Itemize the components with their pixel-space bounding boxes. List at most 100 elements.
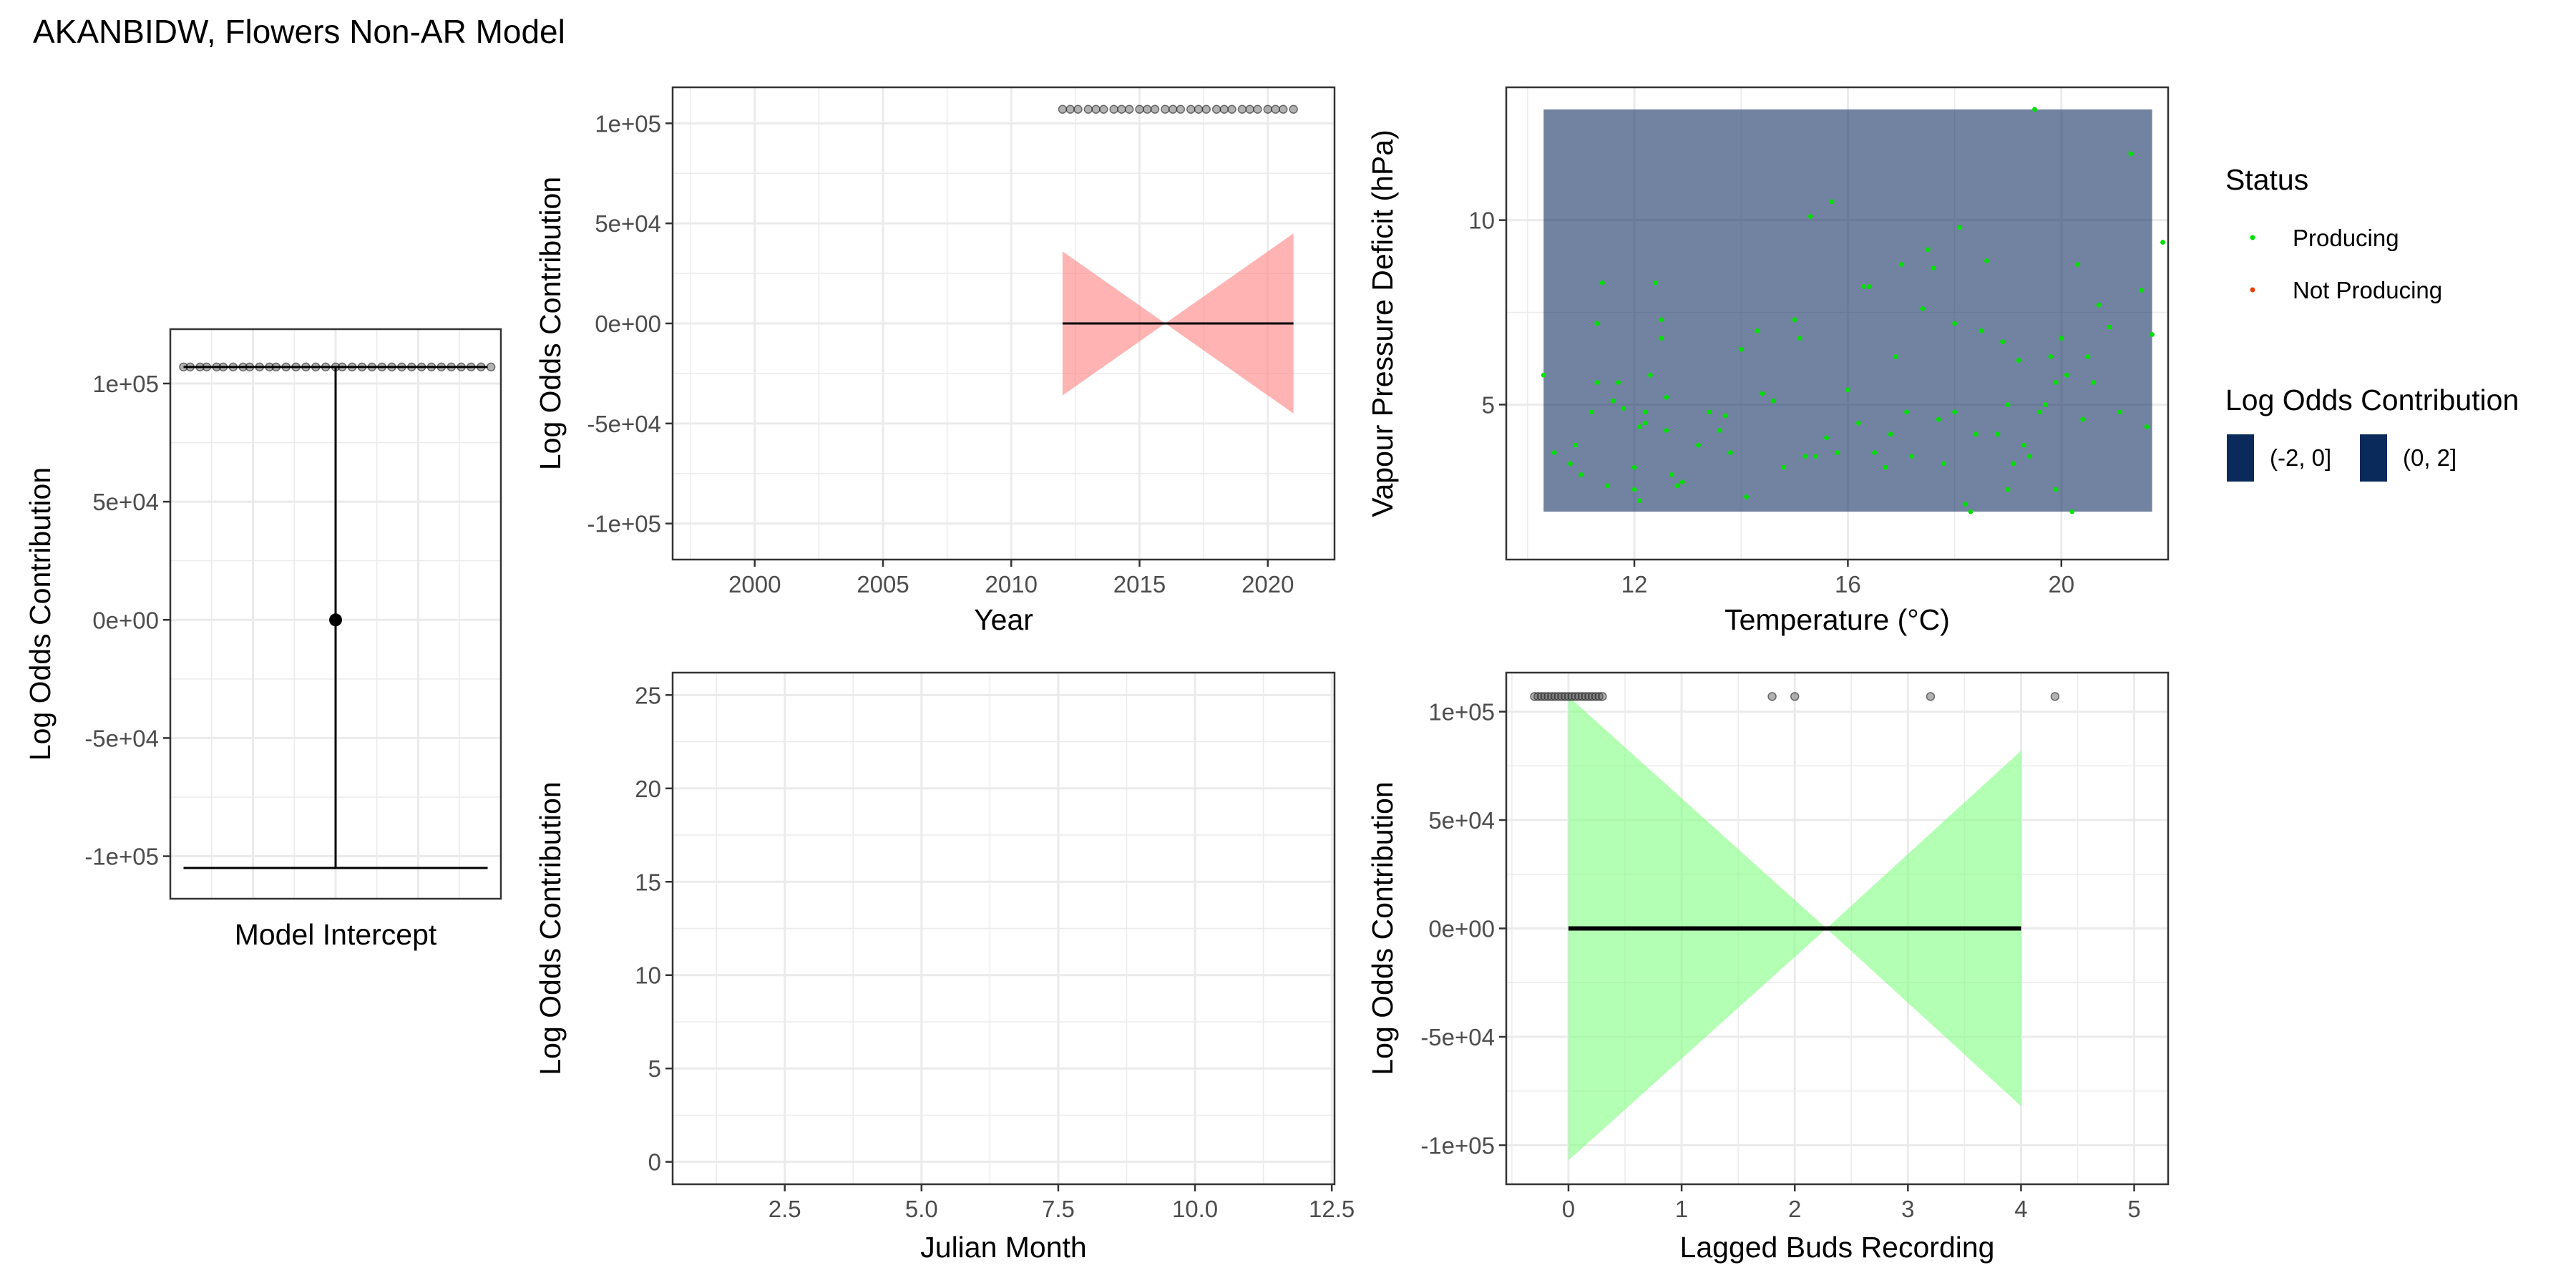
rug-point xyxy=(1161,104,1170,114)
y-tick-label: 5 xyxy=(1482,391,1495,418)
scatter-point xyxy=(1573,442,1579,448)
scatter-point xyxy=(1898,262,1904,267)
rug-point xyxy=(1219,104,1229,114)
y-tick-label: -5e+04 xyxy=(1420,1024,1495,1050)
x-tick-label: 2005 xyxy=(857,571,909,597)
rug-point xyxy=(2050,692,2060,701)
x-axis-label: Temperature (°C) xyxy=(1724,603,1950,636)
scatter-point xyxy=(1738,346,1744,352)
scatter-point xyxy=(1802,454,1808,459)
x-tick-label: 2010 xyxy=(985,571,1038,597)
scatter-point xyxy=(1855,420,1861,426)
panel-year: -1e+05 -5e+04 0e+00 5e+04 1e+05 2000 2005 2010 2… xyxy=(534,86,1336,636)
scatter-point xyxy=(1568,461,1573,467)
rug-point xyxy=(1271,104,1280,114)
scatter-point xyxy=(1760,391,1765,396)
rug-point xyxy=(1211,104,1221,114)
scatter-point xyxy=(1872,450,1878,455)
scatter-point xyxy=(2139,288,2145,293)
scatter-point xyxy=(2043,402,2048,407)
y-axis-label: Log Odds Contribution xyxy=(1366,781,1399,1075)
rug-point xyxy=(1227,104,1236,114)
y-tick-label: 0 xyxy=(648,1149,661,1176)
y-tick-label: 10 xyxy=(1468,208,1495,234)
page-title: AKANBIDW, Flowers Non-AR Model xyxy=(33,13,565,50)
y-tick-label: -1e+05 xyxy=(587,511,661,537)
scatter-point xyxy=(2091,380,2096,385)
scatter-point xyxy=(1931,265,1936,271)
scatter-point xyxy=(1952,321,1958,326)
x-tick-label: 5 xyxy=(2127,1196,2140,1222)
rug-point xyxy=(1253,104,1262,114)
scatter-point xyxy=(1653,280,1659,286)
scatter-point xyxy=(1755,328,1760,333)
panel-intercept: -1e+05 -5e+04 0e+00 5e+04 1e+05 Model Interce… xyxy=(24,328,502,951)
y-tick-label: 1e+05 xyxy=(1428,699,1495,726)
x-tick-label: 5.0 xyxy=(905,1196,938,1222)
scatter-point xyxy=(2107,324,2112,330)
scatter-point xyxy=(1925,247,1931,253)
rug-point xyxy=(1099,104,1108,114)
scatter-point xyxy=(2016,358,2021,363)
scatter-point xyxy=(1770,398,1776,404)
rug-point xyxy=(1540,692,1550,701)
scatter-point xyxy=(1727,450,1733,455)
scatter-point xyxy=(1616,380,1621,385)
y-axis-label: Log Odds Contribution xyxy=(534,781,567,1075)
y-tick-label: 20 xyxy=(635,776,661,802)
scatter-point xyxy=(1610,398,1616,404)
scatter-point xyxy=(1952,409,1958,415)
scatter-point xyxy=(1866,284,1872,289)
scatter-point xyxy=(2037,409,2043,415)
rug-point xyxy=(1168,104,1178,114)
scatter-point xyxy=(1893,354,1898,359)
rug-point xyxy=(1560,692,1570,701)
scatter-point xyxy=(1669,472,1674,477)
rug-point xyxy=(1790,692,1800,701)
rug-point xyxy=(1083,104,1093,114)
scatter-point xyxy=(1909,454,1915,459)
scatter-point xyxy=(1974,431,1979,437)
rug-point xyxy=(1543,692,1553,701)
x-axis-label: Julian Month xyxy=(920,1231,1086,1264)
scatter-point xyxy=(2000,339,2006,345)
y-tick-label: -1e+05 xyxy=(1420,1132,1495,1158)
scatter-point xyxy=(1813,454,1819,459)
panels: -1e+05 -5e+04 0e+00 5e+04 1e+05 Model Interce… xyxy=(24,86,2170,1264)
legend-lo-title: Log Odds Contribution xyxy=(2225,384,2519,416)
scatter-point xyxy=(1541,372,1546,378)
scatter-point xyxy=(2005,487,2011,492)
y-tick-label: 5e+04 xyxy=(92,489,159,515)
rug-point xyxy=(1567,692,1576,701)
x-tick-label: 16 xyxy=(1835,571,1861,597)
rug-point xyxy=(1186,104,1196,114)
scatter-point xyxy=(2026,454,2032,459)
scatter-point xyxy=(2074,262,2080,267)
rug-point xyxy=(1135,104,1144,114)
scatter-point xyxy=(1722,413,1728,419)
legend-key-pos-bin xyxy=(2360,434,2387,482)
scatter-point xyxy=(1621,406,1626,411)
scatter-point xyxy=(1994,431,2000,437)
scatter-point xyxy=(1642,420,1648,426)
heat-tile xyxy=(1543,109,2152,512)
scatter-point xyxy=(2144,424,2150,429)
scatter-point xyxy=(1594,380,1600,385)
rug-point xyxy=(1574,692,1584,701)
x-tick-label: 20 xyxy=(2048,571,2074,597)
scatter-point xyxy=(2085,354,2091,359)
rug-point xyxy=(1289,104,1298,114)
scatter-point xyxy=(1979,328,1984,333)
scatter-point xyxy=(1658,336,1664,341)
estimate-point xyxy=(329,613,342,627)
scatter-point xyxy=(1631,464,1637,470)
panel-border xyxy=(671,671,1336,1186)
rug-point xyxy=(1150,104,1160,114)
scatter-point xyxy=(2160,240,2165,245)
rug-point xyxy=(1176,104,1186,114)
y-tick-label: 25 xyxy=(635,682,661,708)
scatter-point xyxy=(1605,483,1611,489)
x-axis-label: Year xyxy=(974,603,1033,636)
scatter-point xyxy=(2150,332,2155,337)
